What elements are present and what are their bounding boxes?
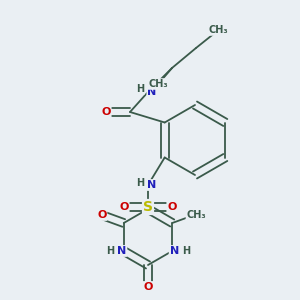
Text: H: H [136, 178, 144, 188]
Text: H: H [182, 246, 190, 256]
Text: O: O [143, 282, 153, 292]
Text: CH₃: CH₃ [148, 79, 168, 89]
Text: N: N [147, 87, 157, 97]
Text: N: N [117, 246, 126, 256]
Text: O: O [97, 210, 106, 220]
Text: N: N [169, 246, 179, 256]
Text: H: H [136, 84, 144, 94]
Text: CH₃: CH₃ [186, 210, 206, 220]
Text: S: S [143, 200, 153, 214]
Text: N: N [147, 180, 157, 190]
Text: O: O [167, 202, 177, 212]
Text: H: H [106, 246, 114, 256]
Text: O: O [119, 202, 129, 212]
Text: O: O [101, 107, 111, 117]
Text: CH₃: CH₃ [208, 25, 228, 35]
